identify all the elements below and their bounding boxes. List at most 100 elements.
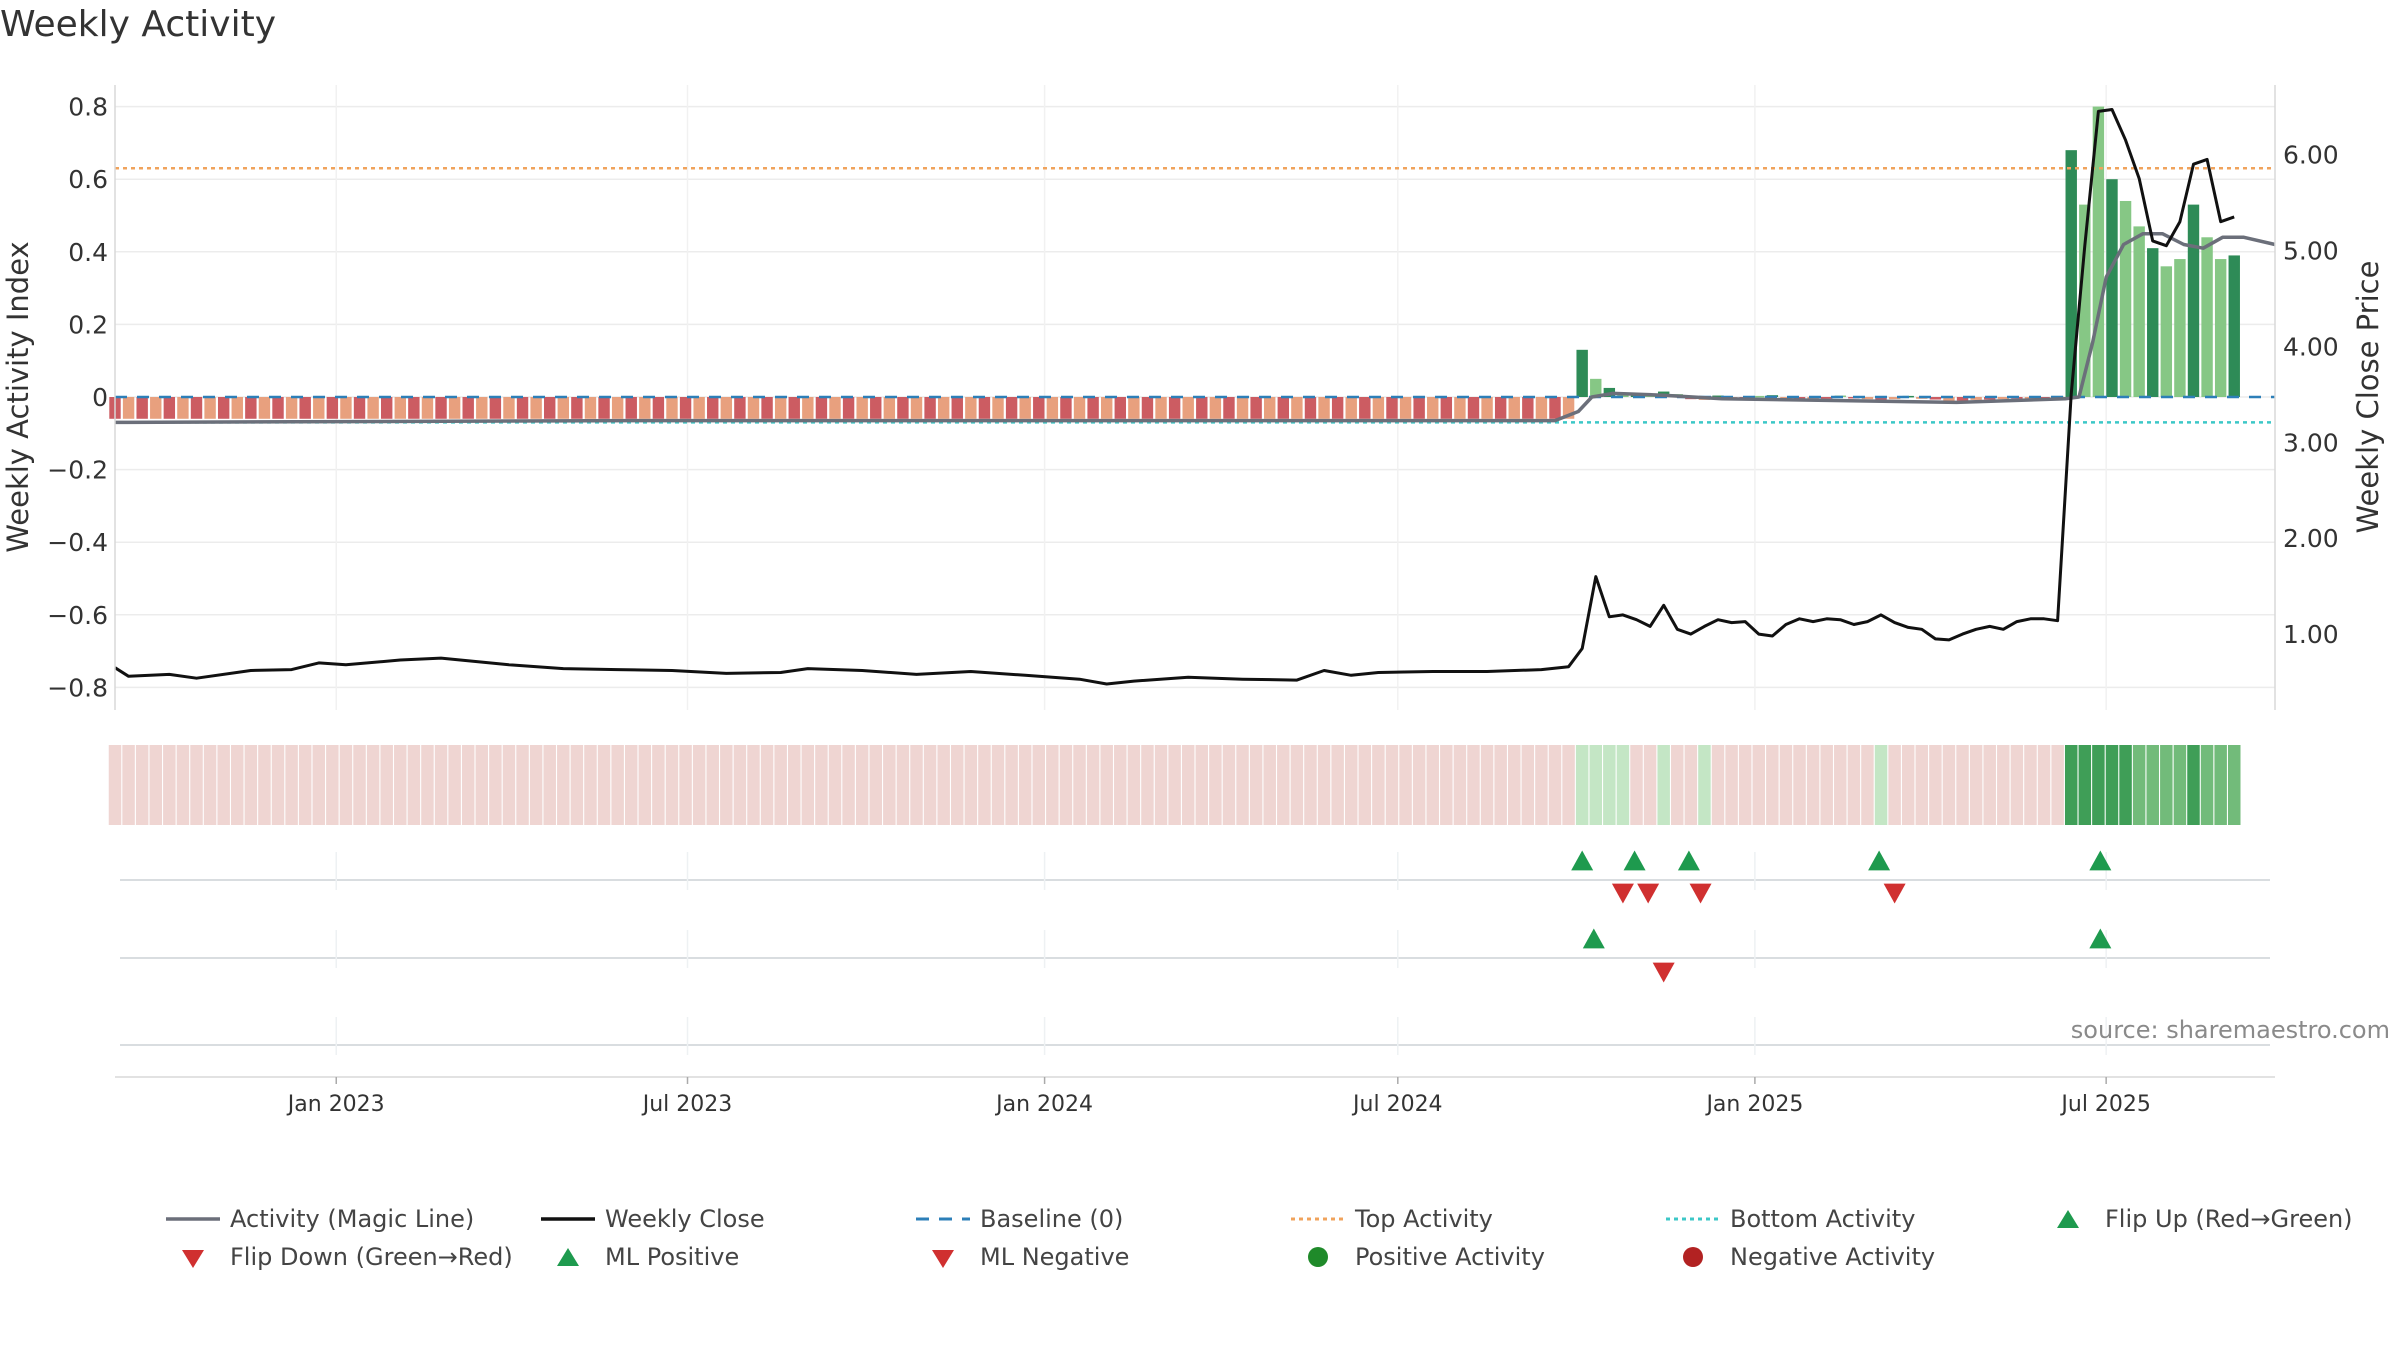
activity-bar	[122, 397, 135, 419]
strip-cell	[855, 745, 869, 825]
legend-item: Positive Activity	[1285, 1238, 1545, 1276]
activity-bar	[285, 397, 298, 419]
activity-bar	[1454, 397, 1466, 419]
activity-bar	[530, 397, 542, 419]
strip-cell	[1304, 745, 1317, 825]
activity-bar	[761, 397, 773, 419]
activity-bars	[109, 106, 2240, 419]
legend-symbol	[1291, 1217, 1345, 1221]
activity-bar	[2133, 226, 2145, 397]
ml-positive-marker	[2089, 928, 2112, 949]
strip-cell	[2160, 745, 2173, 825]
activity-bar	[462, 397, 474, 419]
strip-cell	[883, 745, 896, 825]
activity-bar	[652, 397, 665, 419]
activity-bar	[829, 397, 841, 419]
x-tick-label: Jan 2025	[1704, 1092, 1803, 1117]
activity-bar	[313, 397, 325, 419]
strip-cell	[1249, 745, 1263, 825]
activity-bar	[1073, 397, 1086, 419]
strip-cell	[733, 745, 747, 825]
legend: Activity (Magic Line) Weekly Close Baselin…	[160, 1200, 2400, 1280]
activity-bar	[544, 397, 556, 419]
strip-cell	[1806, 745, 1820, 825]
legend-label: ML Negative	[980, 1243, 1130, 1271]
strip-cell	[1195, 745, 1209, 825]
legend-symbol	[1308, 1247, 1328, 1267]
strip-cell	[801, 745, 815, 825]
strip-cell	[516, 745, 529, 825]
strip-cell	[1793, 745, 1806, 825]
strip-cell	[475, 745, 489, 825]
legend-label: ML Positive	[605, 1243, 740, 1271]
x-tick-label: Jul 2025	[2059, 1092, 2151, 1117]
strip-cell	[1861, 745, 1874, 825]
legend-item: Activity (Magic Line)	[160, 1200, 474, 1238]
y-tick-label: −0.6	[47, 601, 108, 630]
strip-cell	[1426, 745, 1439, 825]
activity-bar	[1929, 397, 1942, 400]
legend-symbol	[2057, 1210, 2079, 1228]
activity-bar	[1019, 397, 1031, 419]
strip-cell	[1005, 745, 1018, 825]
activity-bar	[992, 397, 1004, 419]
strip-cell	[2119, 745, 2132, 825]
activity-bar	[2092, 106, 2105, 397]
activity-bar	[503, 397, 515, 419]
activity-bar	[1182, 397, 1194, 419]
strip-cell	[1616, 745, 1630, 825]
strip-cell	[1168, 745, 1181, 825]
strip-cell	[1018, 745, 1032, 825]
activity-bar	[217, 397, 230, 419]
flip-down-marker	[1883, 883, 1906, 904]
strip-cell	[1181, 745, 1195, 825]
strip-cell	[1684, 745, 1698, 825]
legend-item: Top Activity	[1285, 1200, 1493, 1238]
legend-item: Weekly Close	[535, 1200, 765, 1238]
legend-symbol	[1666, 1217, 1720, 1221]
activity-bar	[1141, 397, 1154, 419]
activity-bar	[1875, 397, 1887, 401]
activity-bar	[435, 397, 447, 419]
strip-cell	[1779, 745, 1793, 825]
activity-bar	[666, 397, 678, 419]
activity-bar	[1413, 397, 1425, 419]
legend-item: Baseline (0)	[910, 1200, 1123, 1238]
legend-symbol	[541, 1217, 595, 1221]
strip-cell	[815, 745, 828, 825]
strip-cell	[2078, 745, 2092, 825]
strip-cell	[1956, 745, 1969, 825]
strip-cell	[1385, 745, 1399, 825]
legend-label: Bottom Activity	[1730, 1205, 1916, 1233]
strip-cell	[991, 745, 1005, 825]
activity-bar	[2065, 150, 2077, 397]
strip-cell	[896, 745, 910, 825]
strip-cell	[1290, 745, 1304, 825]
strip-cell	[923, 745, 937, 825]
activity-bar	[720, 397, 733, 419]
strip-cell	[2024, 745, 2037, 825]
ml-negative-marker	[1652, 962, 1675, 983]
activity-bar	[1562, 397, 1575, 419]
activity-bar	[2174, 259, 2186, 397]
activity-bar	[177, 397, 189, 419]
activity-bar	[1440, 397, 1453, 419]
strip-cell	[176, 745, 190, 825]
strip-cell	[1820, 745, 1833, 825]
series-lines	[114, 108, 2276, 686]
activity-bar	[1467, 397, 1480, 419]
activity-bar	[1005, 397, 1018, 419]
activity-bar	[1155, 397, 1167, 419]
activity-bar	[856, 397, 868, 419]
flip-up-marker	[2089, 850, 2112, 871]
activity-bar	[1820, 397, 1833, 399]
activity-bar	[150, 397, 162, 419]
legend-item: ML Positive	[535, 1238, 739, 1276]
strip-cell	[1752, 745, 1766, 825]
activity-bar	[910, 397, 923, 419]
legend-label: Top Activity	[1355, 1205, 1493, 1233]
activity-bar	[883, 397, 896, 419]
activity-bar	[1100, 397, 1113, 419]
strip-cell	[285, 745, 298, 825]
